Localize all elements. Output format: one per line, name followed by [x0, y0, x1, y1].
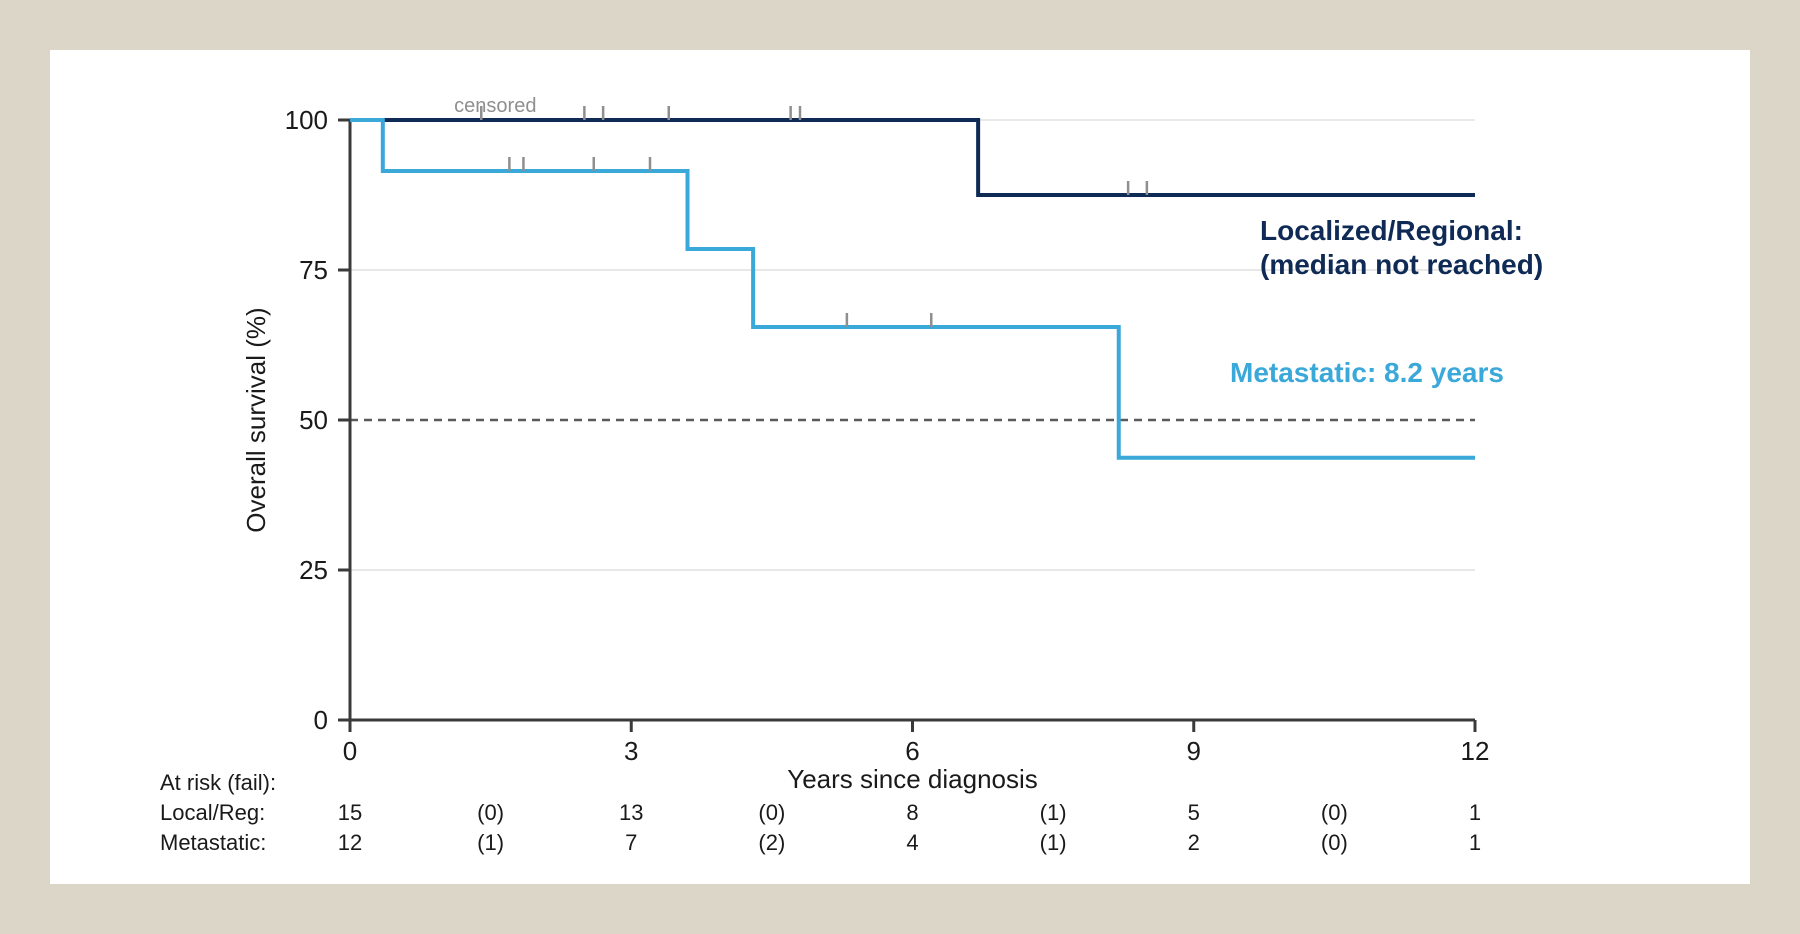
risk-table-cell: (0) [1321, 800, 1348, 825]
series-label: Localized/Regional: [1260, 215, 1523, 246]
risk-table-cell: (1) [477, 830, 504, 855]
risk-table-cell: 1 [1469, 800, 1481, 825]
y-tick-label: 0 [314, 705, 328, 735]
risk-table-cell: 12 [338, 830, 362, 855]
risk-table-cell: 1 [1469, 830, 1481, 855]
risk-table-cell: (1) [1040, 800, 1067, 825]
series-label: Metastatic: 8.2 years [1230, 357, 1504, 388]
risk-table-row-label: Local/Reg: [160, 800, 265, 825]
risk-table-cell: 7 [625, 830, 637, 855]
x-tick-label: 3 [624, 736, 638, 766]
risk-table-cell: 2 [1188, 830, 1200, 855]
risk-table-cell: 5 [1188, 800, 1200, 825]
survival-chart-card: 0255075100036912Years since diagnosisOve… [50, 50, 1750, 884]
y-tick-label: 75 [299, 255, 328, 285]
series-label: (median not reached) [1260, 249, 1543, 280]
risk-table-cell: 15 [338, 800, 362, 825]
x-tick-label: 0 [343, 736, 357, 766]
y-tick-label: 25 [299, 555, 328, 585]
x-tick-label: 6 [905, 736, 919, 766]
risk-table-row-label: Metastatic: [160, 830, 266, 855]
x-axis-label: Years since diagnosis [787, 764, 1038, 794]
risk-table-cell: 13 [619, 800, 643, 825]
x-tick-label: 12 [1461, 736, 1490, 766]
y-tick-label: 50 [299, 405, 328, 435]
risk-table-cell: (0) [758, 800, 785, 825]
kaplan-meier-chart: 0255075100036912Years since diagnosisOve… [50, 50, 1750, 884]
risk-table-cell: (1) [1040, 830, 1067, 855]
censored-label: censored [454, 95, 536, 117]
survival-curve-metastatic [350, 120, 1475, 458]
risk-table-cell: (0) [477, 800, 504, 825]
risk-table-header: At risk (fail): [160, 770, 276, 795]
x-tick-label: 9 [1187, 736, 1201, 766]
risk-table-cell: (0) [1321, 830, 1348, 855]
risk-table-cell: 4 [906, 830, 918, 855]
risk-table-cell: (2) [758, 830, 785, 855]
y-axis-label: Overall survival (%) [241, 307, 271, 532]
y-tick-label: 100 [285, 105, 328, 135]
risk-table-cell: 8 [906, 800, 918, 825]
survival-curve-localized-regional [350, 120, 1475, 195]
